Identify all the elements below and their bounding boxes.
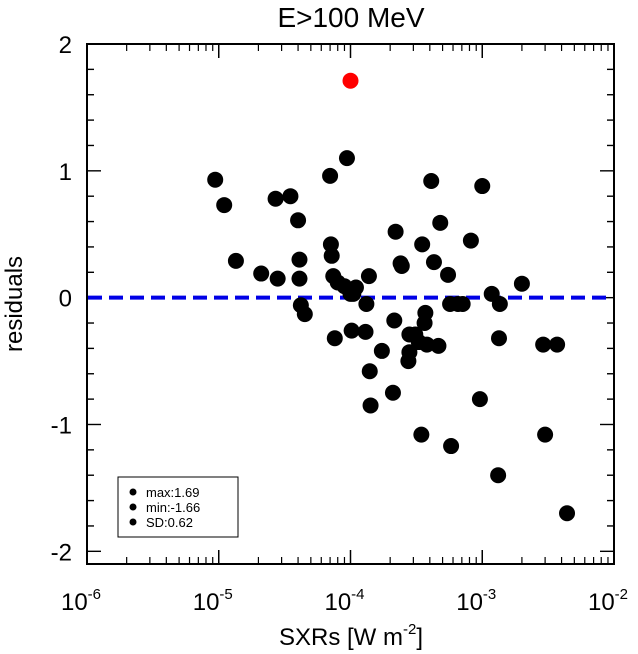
data-point [253, 265, 270, 282]
data-point [432, 214, 449, 231]
data-point [358, 296, 375, 312]
data-point [549, 336, 566, 353]
legend-entry-max: max:1.69 [146, 485, 199, 500]
data-point [490, 330, 507, 347]
data-point [454, 296, 471, 312]
data-point [357, 323, 374, 340]
data-point [425, 254, 442, 271]
data-point [322, 236, 339, 253]
y-tick-label: 1 [59, 159, 72, 186]
data-point [373, 342, 390, 359]
data-point [401, 344, 418, 361]
legend-marker-max [129, 488, 137, 496]
data-point [296, 306, 313, 323]
legend-marker-min [129, 503, 137, 511]
data-point [490, 467, 507, 484]
x-tick-base: 10 [456, 589, 483, 616]
data-point [491, 296, 508, 312]
x-tick-label: 10-2 [588, 586, 628, 616]
data-point [513, 275, 530, 292]
y-tick-label: 0 [59, 286, 72, 313]
x-tick-label: 10-3 [456, 586, 496, 616]
data-point [322, 167, 339, 184]
data-point [323, 247, 340, 264]
x-axis-label-suffix: ] [416, 624, 423, 651]
data-point [291, 251, 308, 268]
data-point [290, 212, 307, 229]
data-point [362, 397, 379, 414]
data-point [360, 268, 377, 285]
x-tick-base: 10 [588, 589, 615, 616]
data-point [443, 438, 460, 455]
data-point [347, 279, 364, 296]
data-point [414, 236, 431, 253]
x-tick-label: 10-6 [61, 586, 101, 616]
chart-title: E>100 MeV [277, 2, 424, 33]
data-point [537, 426, 554, 443]
y-axis-label: residuals [1, 256, 28, 352]
x-axis-label-main: SXRs [W m [279, 624, 403, 651]
data-point [474, 178, 491, 195]
data-point [417, 304, 434, 321]
data-point [535, 336, 552, 353]
y-tick-label: 2 [59, 32, 72, 59]
data-point [559, 505, 576, 522]
x-tick-exponent: -2 [615, 586, 628, 603]
x-tick-base: 10 [324, 589, 351, 616]
y-tick-label: -1 [51, 412, 72, 439]
data-point [386, 312, 403, 329]
data-point [282, 188, 299, 205]
x-tick-exponent: -5 [219, 586, 232, 603]
data-point [338, 150, 355, 167]
data-point [269, 270, 286, 287]
data-point [413, 426, 430, 443]
data-point [291, 270, 308, 287]
data-point [216, 197, 233, 214]
x-axis-label: SXRs [W m-2] [279, 621, 423, 651]
legend-marker-sd [129, 518, 137, 526]
data-point [387, 223, 404, 240]
data-point [227, 252, 244, 269]
x-tick-base: 10 [61, 589, 88, 616]
data-points [207, 72, 576, 522]
data-point [343, 322, 360, 339]
x-tick-label: 10-5 [193, 586, 233, 616]
x-tick-exponent: -6 [88, 586, 101, 603]
data-point [423, 172, 440, 189]
data-point [267, 190, 284, 207]
x-axis-label-exponent: -2 [403, 621, 416, 638]
x-tick-exponent: -3 [483, 586, 496, 603]
data-point [430, 337, 447, 354]
data-point [440, 266, 457, 283]
data-point [418, 336, 435, 353]
data-point [384, 384, 401, 401]
x-tick-base: 10 [193, 589, 220, 616]
data-point [361, 363, 378, 380]
x-tick-labels: 10-6 10-5 10-4 10-3 10-2 [61, 586, 628, 616]
legend-box [117, 476, 239, 538]
data-point [207, 171, 224, 188]
data-point [462, 232, 479, 249]
outlier-point [342, 72, 359, 89]
axis-ticks [86, 43, 615, 564]
data-point [471, 391, 488, 408]
x-tick-exponent: -4 [351, 586, 364, 603]
data-point [326, 330, 343, 347]
y-tick-label: -2 [51, 539, 72, 566]
y-tick-labels: -2 -1 0 1 2 [51, 32, 72, 566]
x-tick-label: 10-4 [324, 586, 364, 616]
legend: max:1.69 min:-1.66 SD:0.62 [117, 476, 239, 538]
legend-entry-min: min:-1.66 [146, 500, 200, 515]
legend-entry-sd: SD:0.62 [146, 515, 193, 530]
data-point [393, 257, 410, 274]
